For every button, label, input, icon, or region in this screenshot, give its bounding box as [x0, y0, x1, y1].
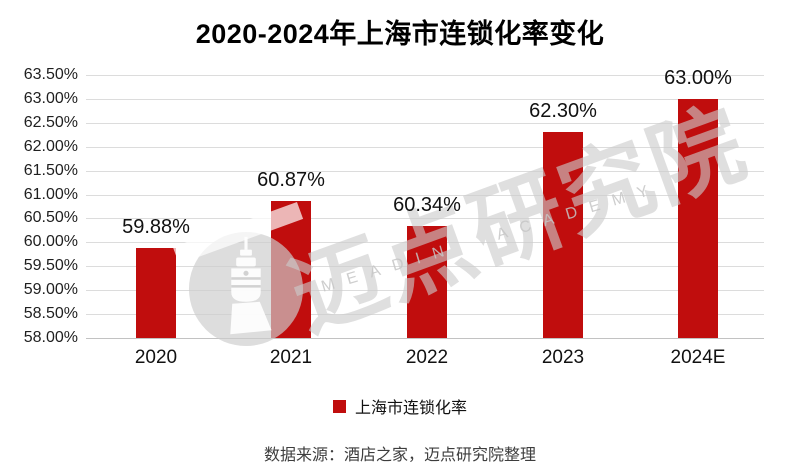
gridline: [86, 99, 764, 100]
legend-label: 上海市连锁化率: [354, 400, 467, 417]
bar: [136, 248, 176, 338]
legend-swatch: [332, 399, 346, 413]
bar: [407, 226, 447, 338]
chart-title: 2020-2024年上海市连锁化率变化: [195, 19, 605, 49]
gridline: [86, 338, 764, 339]
data-source-note: 数据来源：酒店之家，迈点研究院整理: [263, 447, 536, 464]
bar: [543, 132, 583, 338]
gridline: [86, 75, 764, 76]
gridline: [86, 195, 764, 196]
bar: [271, 201, 311, 338]
gridline: [86, 123, 764, 124]
gridline: [86, 147, 764, 148]
gridline: [86, 171, 764, 172]
bar: [678, 99, 718, 338]
legend: 上海市连锁化率: [0, 394, 800, 418]
gridline: [86, 218, 764, 219]
